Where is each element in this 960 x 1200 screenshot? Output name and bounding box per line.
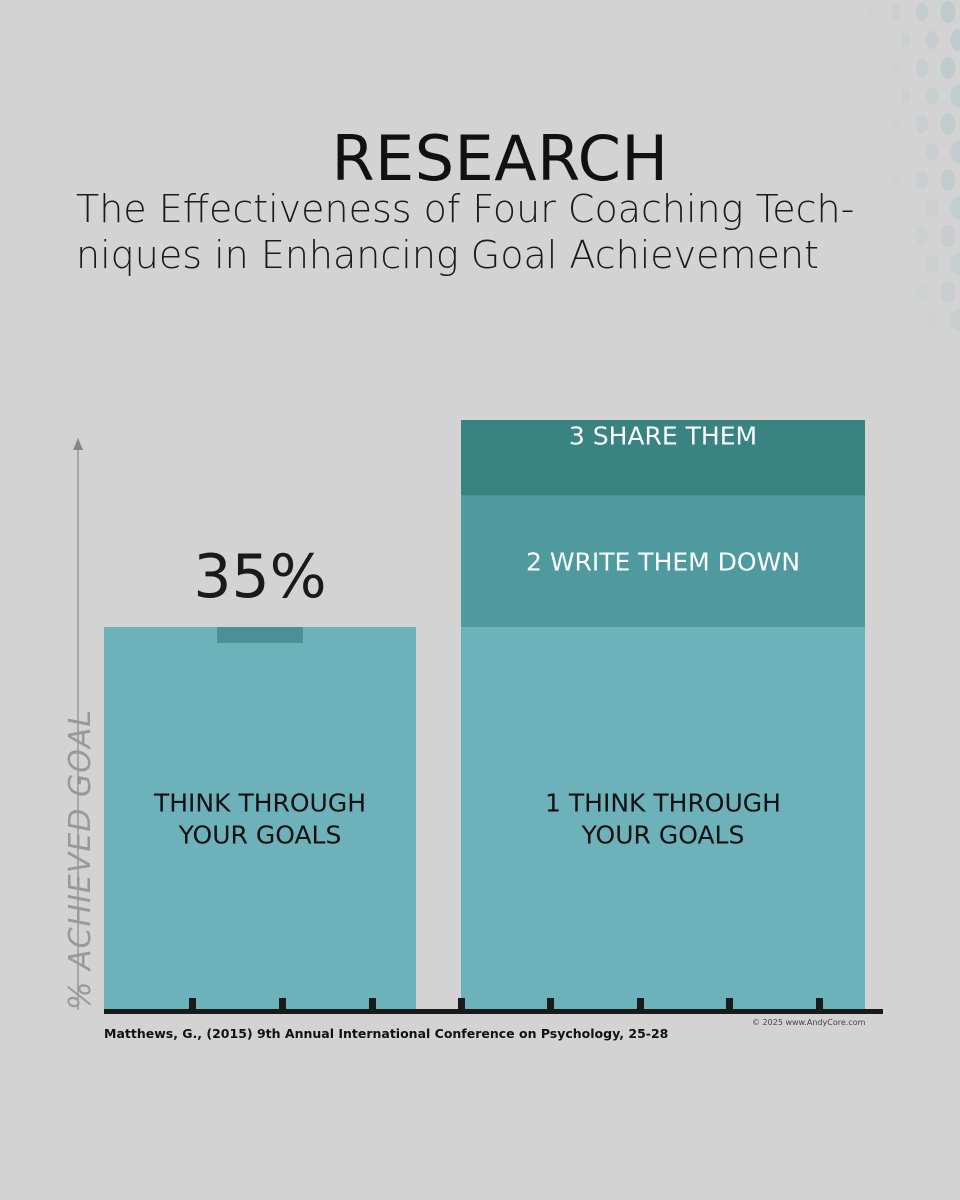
decor-dot-6 [926, 31, 938, 49]
decor-dot-2 [916, 3, 928, 21]
y-axis-label: % ACHIEVED GOAL [63, 709, 98, 1010]
decor-dot-16 [940, 113, 956, 135]
subtitle-line-1: The Effectiveness of Four Coaching Tech- [76, 187, 855, 231]
bar-1-segment-1 [104, 627, 416, 1010]
decor-dot-28 [926, 255, 938, 273]
source-citation: Matthews, G., (2015) 9th Annual Internat… [104, 1026, 669, 1041]
decor-dot-30 [916, 283, 928, 301]
decor-dot-15 [916, 115, 928, 133]
x-axis-tick-3 [369, 998, 376, 1010]
decor-dot-31 [940, 281, 956, 303]
x-axis-tick-8 [816, 998, 823, 1010]
bar-2-segment-3 [461, 420, 865, 496]
decor-dot-27 [940, 225, 956, 247]
decor-dot-32 [926, 311, 938, 329]
bar-2-segment-1-label-line-1: 1 THINK THROUGH [545, 789, 781, 818]
decor-dot-25 [950, 197, 960, 219]
decor-dot-24 [926, 199, 938, 217]
x-axis-tick-1 [189, 998, 196, 1010]
decorative-dot-pattern [867, 1, 960, 331]
bar-2-segment-1-label-line-2: YOUR GOALS [581, 821, 745, 850]
decor-dot-33 [950, 309, 960, 331]
bar-2-segment-2 [461, 495, 865, 627]
page-subtitle: The Effectiveness of Four Coaching Tech-… [76, 186, 876, 278]
y-axis-arrowhead [73, 438, 83, 450]
decor-dot-11 [901, 89, 911, 103]
bar-1-total-label: 35% [193, 542, 326, 612]
decor-dot-1 [891, 5, 901, 19]
bar-2-segment-1 [461, 627, 865, 1010]
copyright-notice: © 2025 www.AndyCore.com [752, 1018, 866, 1027]
decor-dot-22 [940, 169, 956, 191]
decor-dot-23 [901, 201, 911, 215]
subtitle-line-2: niques in Enhancing Goal Achievement [76, 233, 819, 277]
decor-dot-13 [950, 85, 960, 107]
bar-1-segment-1-label-line-1: THINK THROUGH [153, 789, 366, 818]
bar-2-segment-2-label-line-1: 2 WRITE THEM DOWN [526, 547, 800, 576]
x-axis-baseline [104, 1009, 883, 1014]
decor-dot-17 [901, 145, 911, 159]
x-axis-tick-2 [279, 998, 286, 1010]
decor-dot-21 [916, 171, 928, 189]
decor-dot-18 [926, 143, 938, 161]
x-axis-tick-4 [458, 998, 465, 1010]
x-axis-tick-6 [637, 998, 644, 1010]
decor-dot-10 [940, 57, 956, 79]
decor-dot-12 [926, 87, 938, 105]
x-axis-tick-5 [547, 998, 554, 1010]
bar-1-segment-1-label-line-2: YOUR GOALS [178, 821, 342, 850]
decor-dot-19 [950, 141, 960, 163]
decor-dot-29 [950, 253, 960, 275]
bar-1-top-marker [217, 627, 303, 643]
decor-dot-5 [901, 33, 911, 47]
stacked-bar-chart: % ACHIEVED GOAL THINK THROUGH YOUR GOALS 35… [63, 420, 883, 1014]
decor-dot-26 [916, 227, 928, 245]
x-axis-tick-7 [726, 998, 733, 1010]
decor-dot-9 [916, 59, 928, 77]
decor-dot-8 [891, 61, 901, 75]
decor-dot-14 [891, 117, 901, 131]
decor-dot-0 [867, 7, 873, 17]
page-title: RESEARCH [331, 122, 669, 195]
decor-dot-4 [877, 35, 883, 45]
bar-2-segment-3-label-line-1: 3 SHARE THEM [569, 422, 757, 451]
decor-dot-7 [950, 29, 960, 51]
decor-dot-20 [891, 173, 901, 187]
decor-dot-3 [940, 1, 956, 23]
